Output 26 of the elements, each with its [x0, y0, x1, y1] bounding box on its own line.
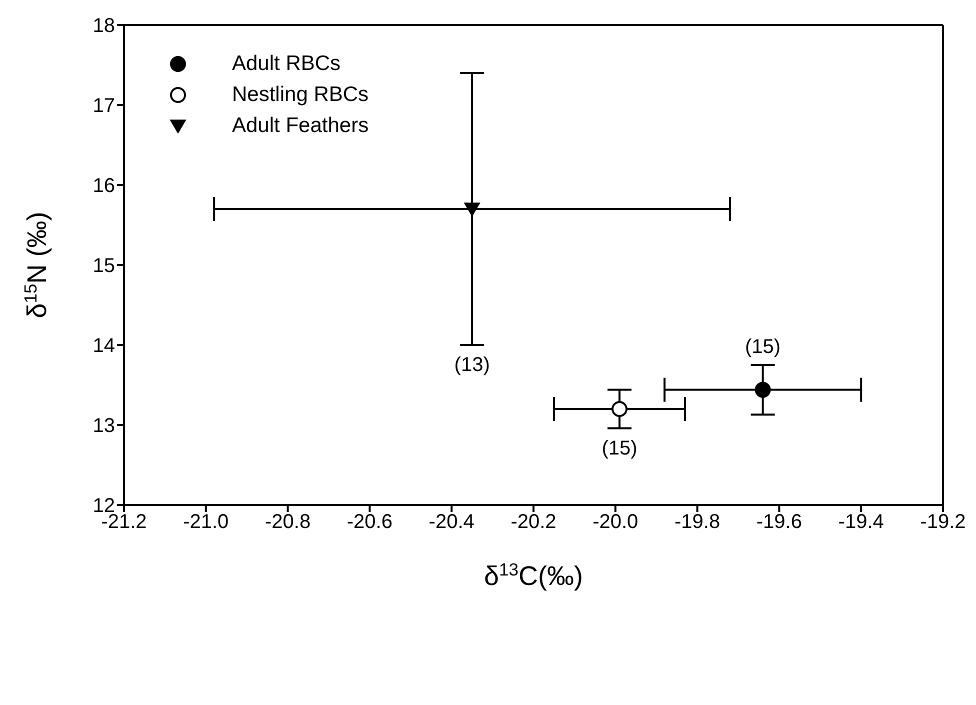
x-tick-label: -20.4 [428, 511, 474, 534]
x-tick-label: -19.6 [756, 511, 802, 534]
point [754, 382, 771, 398]
x-tick-label: -21.0 [183, 511, 229, 534]
x-tick-label: -19.4 [838, 511, 884, 534]
y-tick-label: 13 [92, 415, 115, 438]
x-tick-label: -19.2 [920, 511, 966, 534]
legend-label: Adult RBCs [232, 52, 341, 76]
point [464, 202, 480, 216]
legend-label: Nestling RBCs [232, 82, 369, 106]
y-axis-title: δ15N (‰) [20, 212, 52, 318]
legend-label: Adult Feathers [232, 114, 369, 138]
y-tick-label: 16 [92, 175, 115, 198]
y-tick-label: 14 [92, 335, 115, 358]
x-tick-label: -20.2 [510, 511, 556, 534]
y-tick-label: 17 [92, 95, 115, 118]
annotation: (13) [454, 354, 490, 376]
x-tick-label: -19.8 [674, 511, 720, 534]
point [611, 401, 628, 417]
x-tick-label: -20.8 [265, 511, 311, 534]
x-tick-label: -20.0 [592, 511, 638, 534]
annotation: (15) [602, 437, 638, 460]
y-tick-label: 18 [92, 15, 115, 38]
x-tick-label: -20.6 [346, 511, 392, 534]
annotation: (15) [745, 336, 781, 358]
y-tick-label: 15 [92, 255, 115, 278]
